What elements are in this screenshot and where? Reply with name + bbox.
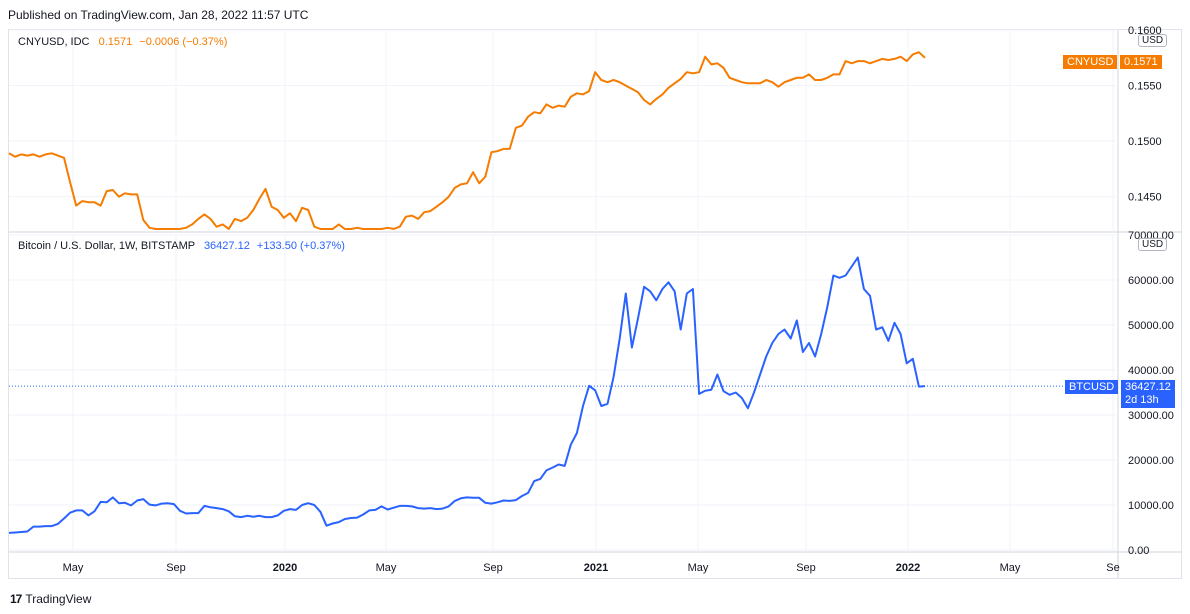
- tradingview-logo-icon: 17: [10, 592, 22, 606]
- footer-brand: TradingView: [25, 592, 92, 606]
- btc-price-tag-label: BTCUSD: [1065, 380, 1119, 394]
- btc-axis-tick: 30000.00: [1128, 410, 1174, 422]
- btc-axis-tick: 20000.00: [1128, 455, 1174, 467]
- time-axis-label: May: [1000, 562, 1021, 574]
- btc-axis-tick: 50000.00: [1128, 320, 1174, 332]
- btc-price-tag-box: 36427.12 2d 13h: [1121, 380, 1175, 408]
- btc-legend-symbol: Bitcoin / U.S. Dollar, 1W, BITSTAMP: [18, 240, 195, 252]
- cny-axis-tick: 0.1500: [1128, 136, 1162, 148]
- btc-legend-change: +133.50 (+0.37%): [256, 240, 345, 252]
- time-axis-label: 2020: [273, 562, 297, 574]
- time-axis-label: 2021: [584, 562, 608, 574]
- cny-price-tag-value: 0.1571: [1120, 55, 1162, 69]
- cny-legend-value: 0.1571: [98, 36, 133, 48]
- cny-unit-badge[interactable]: USD: [1138, 34, 1168, 47]
- time-axis-label: 2022: [896, 562, 920, 574]
- footer[interactable]: 17 TradingView: [10, 592, 91, 606]
- btc-axis-tick: 0.00: [1128, 545, 1149, 557]
- time-axis-label: Sep: [166, 562, 186, 574]
- time-axis-label: Se: [1106, 562, 1119, 574]
- btc-axis-tick: 60000.00: [1128, 275, 1174, 287]
- time-axis-label: May: [688, 562, 709, 574]
- cny-legend-symbol: CNYUSD, IDC: [18, 36, 90, 48]
- btc-series-line: [8, 256, 926, 534]
- btc-axis-tick: 40000.00: [1128, 365, 1174, 377]
- btc-price-countdown: 2d 13h: [1125, 394, 1159, 406]
- published-caption: Published on TradingView.com, Jan 28, 20…: [8, 8, 309, 22]
- btc-price-tag-value: 36427.12: [1125, 381, 1171, 393]
- cny-legend: CNYUSD, IDC 0.1571 −0.0006 (−0.37%): [18, 36, 227, 48]
- time-axis-label: Sep: [483, 562, 503, 574]
- time-axis-label: May: [63, 562, 84, 574]
- time-axis-label: Sep: [796, 562, 816, 574]
- btc-unit-badge[interactable]: USD: [1138, 238, 1168, 251]
- cny-price-tag-label: CNYUSD: [1063, 55, 1118, 69]
- cny-axis-tick: 0.1450: [1128, 192, 1162, 204]
- btc-legend: Bitcoin / U.S. Dollar, 1W, BITSTAMP 3642…: [18, 240, 345, 252]
- cny-series-line: [8, 51, 926, 230]
- cny-axis-tick: 0.1550: [1128, 81, 1162, 93]
- btc-legend-value: 36427.12: [203, 240, 250, 252]
- btc-axis-tick: 10000.00: [1128, 500, 1174, 512]
- cny-legend-change: −0.0006 (−0.37%): [139, 36, 228, 48]
- time-axis-label: May: [376, 562, 397, 574]
